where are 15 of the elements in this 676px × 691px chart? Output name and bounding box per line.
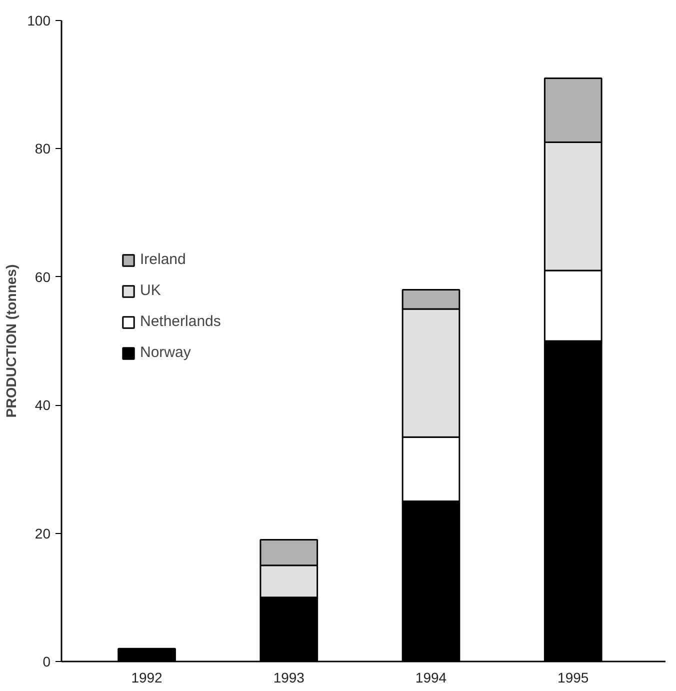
y-tick-label: 40 — [34, 397, 51, 414]
legend-label: Norway — [140, 344, 191, 361]
y-axis-title: PRODUCTION (tonnes) — [3, 264, 20, 418]
x-tick-label: 1992 — [131, 670, 163, 686]
x-tick-label: 1993 — [273, 670, 305, 686]
y-tick-label: 0 — [42, 654, 51, 670]
legend-label: UK — [140, 282, 161, 299]
x-tick-label: 1994 — [415, 670, 447, 686]
y-tick-label: 20 — [34, 525, 51, 542]
legend-label: Netherlands — [140, 313, 221, 330]
y-tick-label: 80 — [34, 140, 51, 157]
x-tick-label: 1995 — [558, 670, 589, 686]
y-tick-label: 100 — [27, 12, 51, 28]
legend-label: Ireland — [140, 251, 186, 268]
y-tick-label: 60 — [34, 268, 51, 285]
